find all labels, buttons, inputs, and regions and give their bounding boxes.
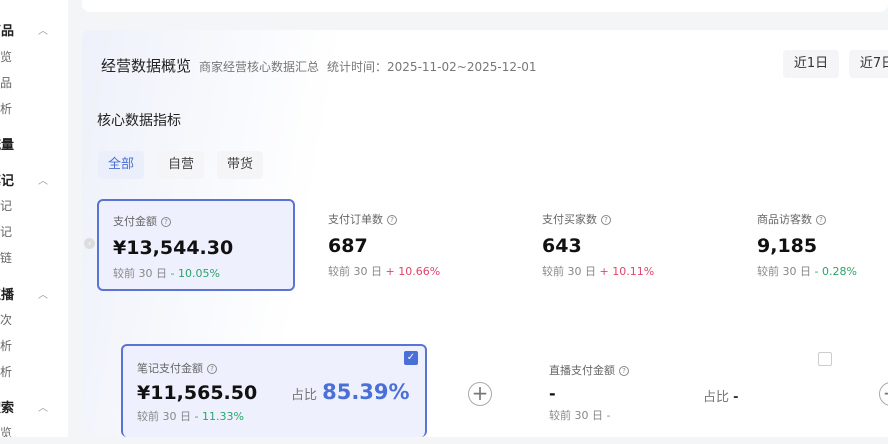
share-value: 85.39% bbox=[322, 380, 410, 404]
chevron-up-icon[interactable]: ︿ bbox=[38, 290, 48, 301]
metric-label: 支付订单数 bbox=[328, 213, 383, 226]
sidebar-item[interactable]: 笔记 bbox=[0, 199, 13, 213]
chevron-left-icon[interactable]: ‹ bbox=[84, 238, 95, 249]
compare-label: 较前 30 日 bbox=[542, 265, 596, 278]
metric-label: 商品访客数 bbox=[757, 213, 812, 226]
share-label: 占比 bbox=[291, 388, 318, 403]
tab-self-operated[interactable]: 自营 bbox=[158, 151, 205, 179]
compare-label: 较前 30 日 bbox=[113, 267, 167, 280]
help-icon[interactable]: ? bbox=[207, 364, 217, 374]
change-value: - 11.33% bbox=[194, 410, 244, 423]
stat-time: 统计时间：2025-11-02~2025-12-01 bbox=[327, 60, 537, 74]
plus-icon[interactable]: + bbox=[468, 382, 492, 406]
metric-card-orders[interactable]: 支付订单数? 687 较前 30 日 + 10.66% bbox=[314, 199, 512, 291]
help-icon[interactable]: ? bbox=[387, 215, 397, 225]
breakdown-value: ¥11,565.50 bbox=[137, 382, 258, 404]
breakdown-label: 直播支付金额 bbox=[549, 364, 615, 377]
help-icon[interactable]: ? bbox=[161, 217, 171, 227]
change-value: - 10.05% bbox=[170, 267, 220, 280]
compare-label: 较前 30 日 bbox=[328, 265, 382, 278]
sidebar-group-traffic[interactable]: 流量 bbox=[0, 138, 15, 153]
compare-label: 较前 30 日 bbox=[137, 410, 191, 423]
metric-label: 支付买家数 bbox=[542, 213, 597, 226]
header-row: 经营数据概览 商家经营核心数据汇总 统计时间：2025-11-02~2025-1… bbox=[101, 55, 537, 76]
sidebar-group-notes[interactable]: 笔记 bbox=[0, 174, 15, 189]
chevron-up-icon[interactable]: ︿ bbox=[38, 176, 48, 187]
sidebar-group-search[interactable]: 搜索 bbox=[0, 401, 15, 416]
sidebar-item[interactable]: 总览 bbox=[0, 426, 13, 437]
metric-label: 支付金额 bbox=[113, 215, 157, 228]
sidebar-item[interactable]: 分析 bbox=[0, 365, 13, 379]
breakdown-card-notes[interactable]: 笔记支付金额? ¥11,565.50 较前 30 日 - 11.33% 占比 8… bbox=[121, 344, 427, 437]
breakdown-label: 笔记支付金额 bbox=[137, 362, 203, 375]
tab-affiliate[interactable]: 带货 bbox=[217, 151, 264, 179]
top-card bbox=[82, 0, 888, 12]
metric-value: 9,185 bbox=[757, 235, 818, 257]
change-value: - 0.28% bbox=[814, 265, 857, 278]
breakdown-value: - bbox=[549, 384, 556, 403]
section-title: 核心数据指标 bbox=[97, 113, 181, 129]
metric-value: ¥13,544.30 bbox=[113, 237, 234, 259]
sidebar-item[interactable]: 挂链 bbox=[0, 251, 13, 265]
change-value: - bbox=[606, 409, 611, 422]
help-icon[interactable]: ? bbox=[619, 366, 629, 376]
sidebar-item[interactable]: 场次 bbox=[0, 313, 13, 327]
metric-card-pay-amount[interactable]: 支付金额? ¥13,544.30 较前 30 日 - 10.05% bbox=[97, 199, 295, 291]
breakdown-card-live[interactable]: 直播支付金额? - 较前 30 日 - 占比 - bbox=[535, 344, 841, 444]
chevron-up-icon[interactable]: ︿ bbox=[38, 403, 48, 414]
change-value: + 10.11% bbox=[599, 265, 655, 278]
range-7d-button[interactable]: 近7日 bbox=[849, 50, 888, 78]
sidebar-item[interactable]: 爆品 bbox=[0, 76, 13, 90]
metric-card-visitors[interactable]: 商品访客数? 9,185 较前 30 日 - 0.28% bbox=[743, 199, 888, 291]
tab-all[interactable]: 全部 bbox=[98, 151, 145, 179]
range-1d-button[interactable]: 近1日 bbox=[783, 50, 839, 78]
sidebar-group-live[interactable]: 直播 bbox=[0, 288, 15, 303]
checkbox-checked[interactable]: ✓ bbox=[404, 351, 418, 365]
chevron-up-icon[interactable]: ︿ bbox=[38, 26, 48, 37]
help-icon[interactable]: ? bbox=[816, 215, 826, 225]
page-subtitle: 商家经营核心数据汇总 bbox=[199, 60, 320, 74]
sidebar-item[interactable]: 总览 bbox=[0, 50, 13, 64]
compare-label: 较前 30 日 bbox=[549, 409, 603, 422]
metric-value: 643 bbox=[542, 235, 582, 257]
change-value: + 10.66% bbox=[385, 265, 441, 278]
share-label: 占比 bbox=[703, 390, 730, 405]
sidebar-item[interactable]: 分析 bbox=[0, 102, 13, 116]
sidebar: 商品 ︿ 总览 爆品 分析 流量 笔记 ︿ 笔记 笔记 挂链 直播 ︿ 场次 分… bbox=[0, 0, 68, 437]
share-value: - bbox=[733, 390, 739, 405]
sidebar-item[interactable]: 分析 bbox=[0, 339, 13, 353]
page-title: 经营数据概览 bbox=[101, 57, 192, 75]
sidebar-item[interactable]: 笔记 bbox=[0, 225, 13, 239]
help-icon[interactable]: ? bbox=[601, 215, 611, 225]
checkbox-unchecked[interactable] bbox=[818, 352, 832, 366]
compare-label: 较前 30 日 bbox=[757, 265, 811, 278]
metric-card-buyers[interactable]: 支付买家数? 643 较前 30 日 + 10.11% bbox=[528, 199, 726, 291]
sidebar-group-goods[interactable]: 商品 bbox=[0, 24, 15, 39]
metric-value: 687 bbox=[328, 235, 368, 257]
